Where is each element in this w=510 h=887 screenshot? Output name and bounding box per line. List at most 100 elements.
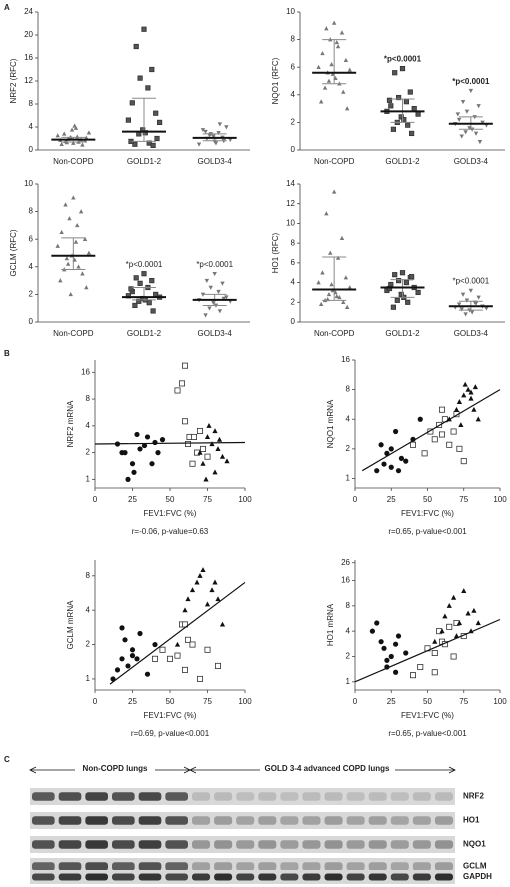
point <box>128 286 134 292</box>
x-tick-label: 50 <box>423 495 432 504</box>
point <box>174 387 181 394</box>
point <box>463 130 468 135</box>
point <box>438 406 445 413</box>
x-tick-label: Non-COPD <box>314 329 355 338</box>
point <box>216 289 221 295</box>
point <box>398 291 404 298</box>
band <box>58 816 82 825</box>
point <box>181 362 188 369</box>
point <box>415 289 421 296</box>
point <box>208 285 213 290</box>
axis <box>94 360 245 489</box>
point <box>465 386 471 392</box>
point <box>196 675 203 682</box>
point <box>82 236 88 241</box>
x-tick-label: 100 <box>493 495 507 504</box>
point <box>463 312 468 317</box>
band <box>165 792 188 801</box>
band <box>214 792 233 801</box>
point <box>439 628 445 634</box>
y-tick-label: 26 <box>341 558 350 567</box>
band <box>346 873 365 881</box>
point <box>417 664 424 671</box>
point <box>59 141 64 147</box>
point <box>119 656 125 662</box>
point <box>344 304 350 309</box>
point <box>446 623 453 630</box>
y-tick-label: 1 <box>346 474 351 483</box>
band <box>368 862 387 871</box>
point <box>431 669 438 676</box>
point <box>200 128 206 133</box>
point <box>141 271 147 277</box>
x-axis-label: FEV1:FVC (%) <box>144 509 197 518</box>
point <box>194 579 200 585</box>
point <box>133 43 139 50</box>
band <box>236 862 255 871</box>
point <box>401 117 407 123</box>
point <box>339 30 345 35</box>
y-axis-label: NQO1 mRNA <box>326 399 335 448</box>
band <box>58 840 82 849</box>
point <box>212 428 218 434</box>
point <box>84 285 89 290</box>
point <box>122 637 128 643</box>
point <box>149 277 155 284</box>
point <box>369 628 375 634</box>
point <box>390 126 397 132</box>
point <box>395 94 402 101</box>
point <box>374 620 380 626</box>
point <box>456 620 462 626</box>
p-label: *p<0.0001 <box>384 55 422 64</box>
band <box>302 840 321 849</box>
point <box>403 650 409 656</box>
band <box>192 873 211 881</box>
point <box>392 70 398 76</box>
point <box>86 250 92 255</box>
y-tick-label: 6 <box>291 258 296 267</box>
point <box>141 442 148 449</box>
y-tick-label: 2 <box>291 297 296 306</box>
blot-bg <box>30 812 455 829</box>
point <box>316 64 321 69</box>
y-tick-label: 12 <box>286 199 295 208</box>
y-tick-label: 2 <box>86 640 91 649</box>
y-axis-label: NRF2 mRNA <box>66 400 75 447</box>
point <box>206 422 212 428</box>
point <box>76 264 81 269</box>
x-axis-label: FEV1:FVC (%) <box>401 509 454 518</box>
point <box>421 450 428 457</box>
point <box>417 416 423 422</box>
x-tick-label: 25 <box>128 697 137 706</box>
y-axis-label: HO1 (RFC) <box>271 232 280 273</box>
point <box>477 139 483 145</box>
x-tick-label: GOLD3-4 <box>198 329 233 338</box>
point <box>65 261 71 266</box>
point <box>326 78 332 83</box>
point <box>456 445 463 452</box>
point <box>136 298 142 304</box>
point <box>131 469 137 475</box>
point <box>329 282 334 287</box>
x-tick-label: GOLD3-4 <box>198 157 233 166</box>
x-tick-label: 0 <box>353 697 358 706</box>
band <box>32 792 55 801</box>
band <box>368 873 387 881</box>
point <box>212 271 217 277</box>
x-tick-label: Non-COPD <box>314 157 355 166</box>
panel-label: C <box>4 755 10 764</box>
band <box>112 873 135 881</box>
point <box>392 272 398 278</box>
point <box>142 130 148 136</box>
y-tick-label: 2 <box>86 448 91 457</box>
point <box>411 106 417 112</box>
point <box>455 112 461 117</box>
point <box>151 655 158 662</box>
point <box>150 308 156 314</box>
point <box>335 44 341 49</box>
point <box>86 130 92 135</box>
point <box>403 279 410 286</box>
point <box>438 431 445 438</box>
y-tick-label: 8 <box>346 601 351 610</box>
point <box>200 567 206 573</box>
